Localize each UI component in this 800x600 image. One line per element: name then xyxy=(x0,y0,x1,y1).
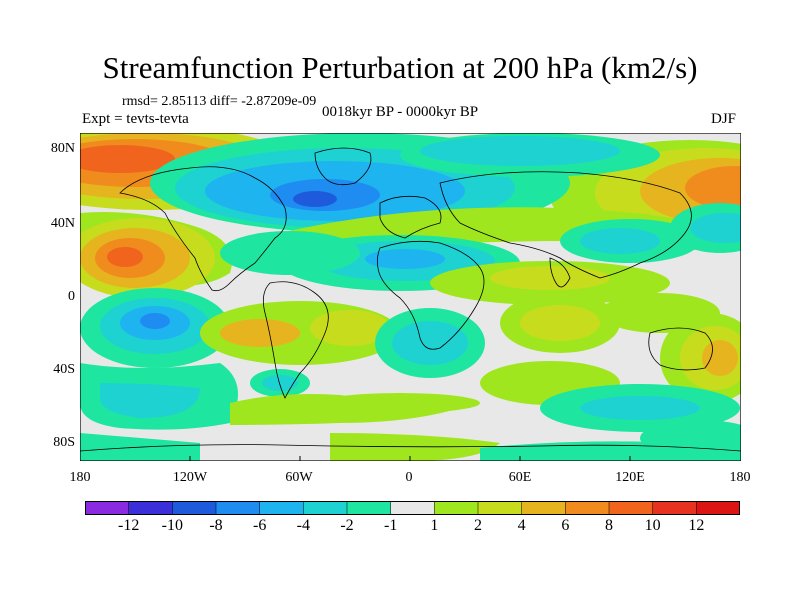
coastline-greenland xyxy=(314,147,372,186)
contour-east-asia-negative xyxy=(560,203,741,263)
contour-north-atlantic-negative xyxy=(150,133,660,233)
season-label: DJF xyxy=(711,111,737,127)
colorbar-cell xyxy=(608,501,654,515)
colorbar-cell xyxy=(259,501,305,515)
colorbar-cell xyxy=(128,501,174,515)
colorbar-cell xyxy=(215,501,261,515)
colorbar-cell xyxy=(85,501,130,515)
colorbar-label: 8 xyxy=(605,517,613,534)
colorbar-label: 6 xyxy=(561,517,570,534)
colorbar-cell xyxy=(565,501,610,515)
lon-label-120w: 120W xyxy=(172,470,208,485)
lat-label-40s: 40S xyxy=(53,362,75,377)
colorbar-label: 12 xyxy=(688,517,705,534)
colorbar-label: 1 xyxy=(430,517,439,534)
lat-label-80s: 80S xyxy=(53,435,75,450)
colorbar-cell xyxy=(696,501,740,515)
contour-south-pacific-negative xyxy=(80,288,230,368)
colorbar-cell xyxy=(652,501,698,515)
contour-samerica-positive xyxy=(200,301,400,365)
coastline-south-america xyxy=(262,281,329,399)
coastlines xyxy=(80,147,741,452)
colorbar-label: -4 xyxy=(296,517,310,534)
contour-southern-ocean-negative xyxy=(80,363,741,456)
period-label: 0018kyr BP - 0000kyr BP xyxy=(322,104,479,120)
coastline-india xyxy=(549,257,571,288)
colorbar-label: -2 xyxy=(340,517,354,534)
contour-south-atlantic-negative xyxy=(250,308,485,397)
coastline-asia xyxy=(439,171,692,279)
stats-text: rmsd= 2.85113 diff= -2.87209e-09 xyxy=(122,94,317,109)
lon-label-180e: 180 xyxy=(729,470,751,485)
lon-label-60e: 60E xyxy=(508,470,532,485)
colorbar-cell xyxy=(172,501,217,515)
colorbar-label: 4 xyxy=(517,517,526,534)
colorbar-label: -10 xyxy=(161,517,183,534)
colorbar-label: 2 xyxy=(474,517,482,534)
colorbar-label: -8 xyxy=(209,517,223,534)
colorbar-label: 10 xyxy=(644,517,661,534)
experiment-label: Expt = tevts-tevta xyxy=(82,111,189,127)
lon-label-60w: 60W xyxy=(285,470,313,485)
colorbar-label: -12 xyxy=(117,517,140,534)
coastline-north-america xyxy=(119,166,287,292)
colorbar-frame xyxy=(85,501,740,515)
lon-ticks xyxy=(189,456,631,461)
contour-pacific-positive-high xyxy=(80,218,215,298)
coastline-australia xyxy=(648,327,713,371)
chart-title: Streamfunction Perturbation at 200 hPa (… xyxy=(102,50,698,85)
colorbar-label: -6 xyxy=(252,517,267,534)
colorbar-cell xyxy=(346,501,392,515)
lon-label-120e: 120E xyxy=(615,470,645,485)
lon-label-180w: 180 xyxy=(69,470,91,485)
lat-label-80n: 80N xyxy=(50,141,75,156)
colorbar xyxy=(85,501,740,515)
streamfunction-map xyxy=(80,133,741,461)
colorbar-cell xyxy=(477,501,523,515)
colorbar-cell xyxy=(390,501,436,515)
coastline-europe xyxy=(379,195,442,239)
lat-label-40n: 40N xyxy=(50,216,75,231)
colorbar-cell xyxy=(521,501,567,515)
coastline-africa xyxy=(376,240,485,350)
colorbar-label: -1 xyxy=(383,517,398,534)
coastline-antarctica xyxy=(80,444,741,452)
colorbar-cell xyxy=(434,501,479,515)
colorbar-cell xyxy=(303,501,348,515)
lon-label-0: 0 xyxy=(405,470,413,485)
lat-label-0: 0 xyxy=(68,289,75,304)
